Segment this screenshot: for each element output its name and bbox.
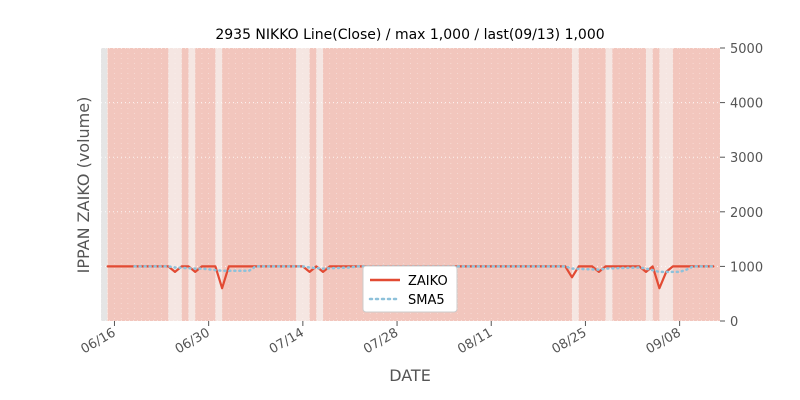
y-tick-label: 2000	[730, 206, 763, 221]
series-line-sma5	[133, 265, 715, 274]
highlight-span	[181, 48, 189, 321]
y-tick-label: 3000	[730, 151, 763, 166]
legend: ZAIKO SMA5	[362, 265, 458, 313]
highlight-span	[107, 48, 169, 321]
grid	[100, 47, 721, 322]
y-tick-label: 1000	[730, 260, 763, 275]
y-tick-label: 5000	[730, 42, 763, 57]
y-axis-ticks: 0 1000 2000 3000 4000 5000	[720, 42, 763, 330]
series-lines	[106, 265, 715, 290]
highlight-span	[309, 48, 317, 321]
highlight-span	[195, 48, 216, 321]
y-tick-label: 0	[730, 315, 738, 330]
legend-box	[362, 265, 458, 313]
highlight-span	[222, 48, 297, 321]
chart-title: 2935 NIKKO Line(Close) / max 1,000 / las…	[215, 27, 604, 43]
highlight-span	[612, 48, 646, 321]
x-axis-label: DATE	[389, 366, 431, 385]
highlight-span	[652, 48, 660, 321]
y-axis-label: IPPAN ZAIKO (volume)	[74, 97, 93, 274]
y-tick-label: 4000	[730, 97, 763, 112]
highlight-span	[672, 48, 720, 321]
legend-label-zaiko: ZAIKO	[408, 274, 448, 289]
legend-label-sma5: SMA5	[408, 293, 445, 308]
